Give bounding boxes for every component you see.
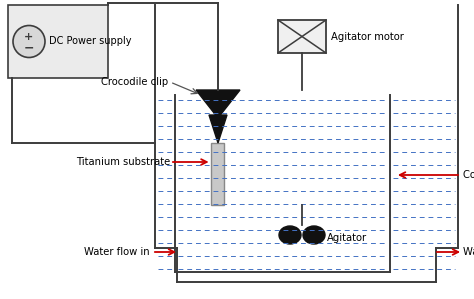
Polygon shape bbox=[196, 90, 240, 118]
Text: +: + bbox=[24, 31, 34, 42]
Ellipse shape bbox=[279, 226, 301, 244]
Text: Water flow out: Water flow out bbox=[463, 247, 474, 257]
Text: Titanium substrate: Titanium substrate bbox=[76, 157, 170, 167]
Polygon shape bbox=[209, 115, 227, 143]
Bar bbox=[8, 5, 108, 78]
Text: −: − bbox=[24, 41, 34, 54]
Circle shape bbox=[13, 25, 45, 57]
Text: DC Power supply: DC Power supply bbox=[49, 36, 131, 47]
Bar bbox=[211, 143, 225, 205]
Text: Crocodile clip: Crocodile clip bbox=[101, 77, 168, 87]
Ellipse shape bbox=[303, 226, 325, 244]
Text: Water flow in: Water flow in bbox=[84, 247, 150, 257]
Text: Cooling bath: Cooling bath bbox=[463, 170, 474, 180]
Text: Agitator: Agitator bbox=[327, 233, 367, 243]
Text: Agitator motor: Agitator motor bbox=[331, 31, 404, 42]
Bar bbox=[278, 20, 326, 53]
